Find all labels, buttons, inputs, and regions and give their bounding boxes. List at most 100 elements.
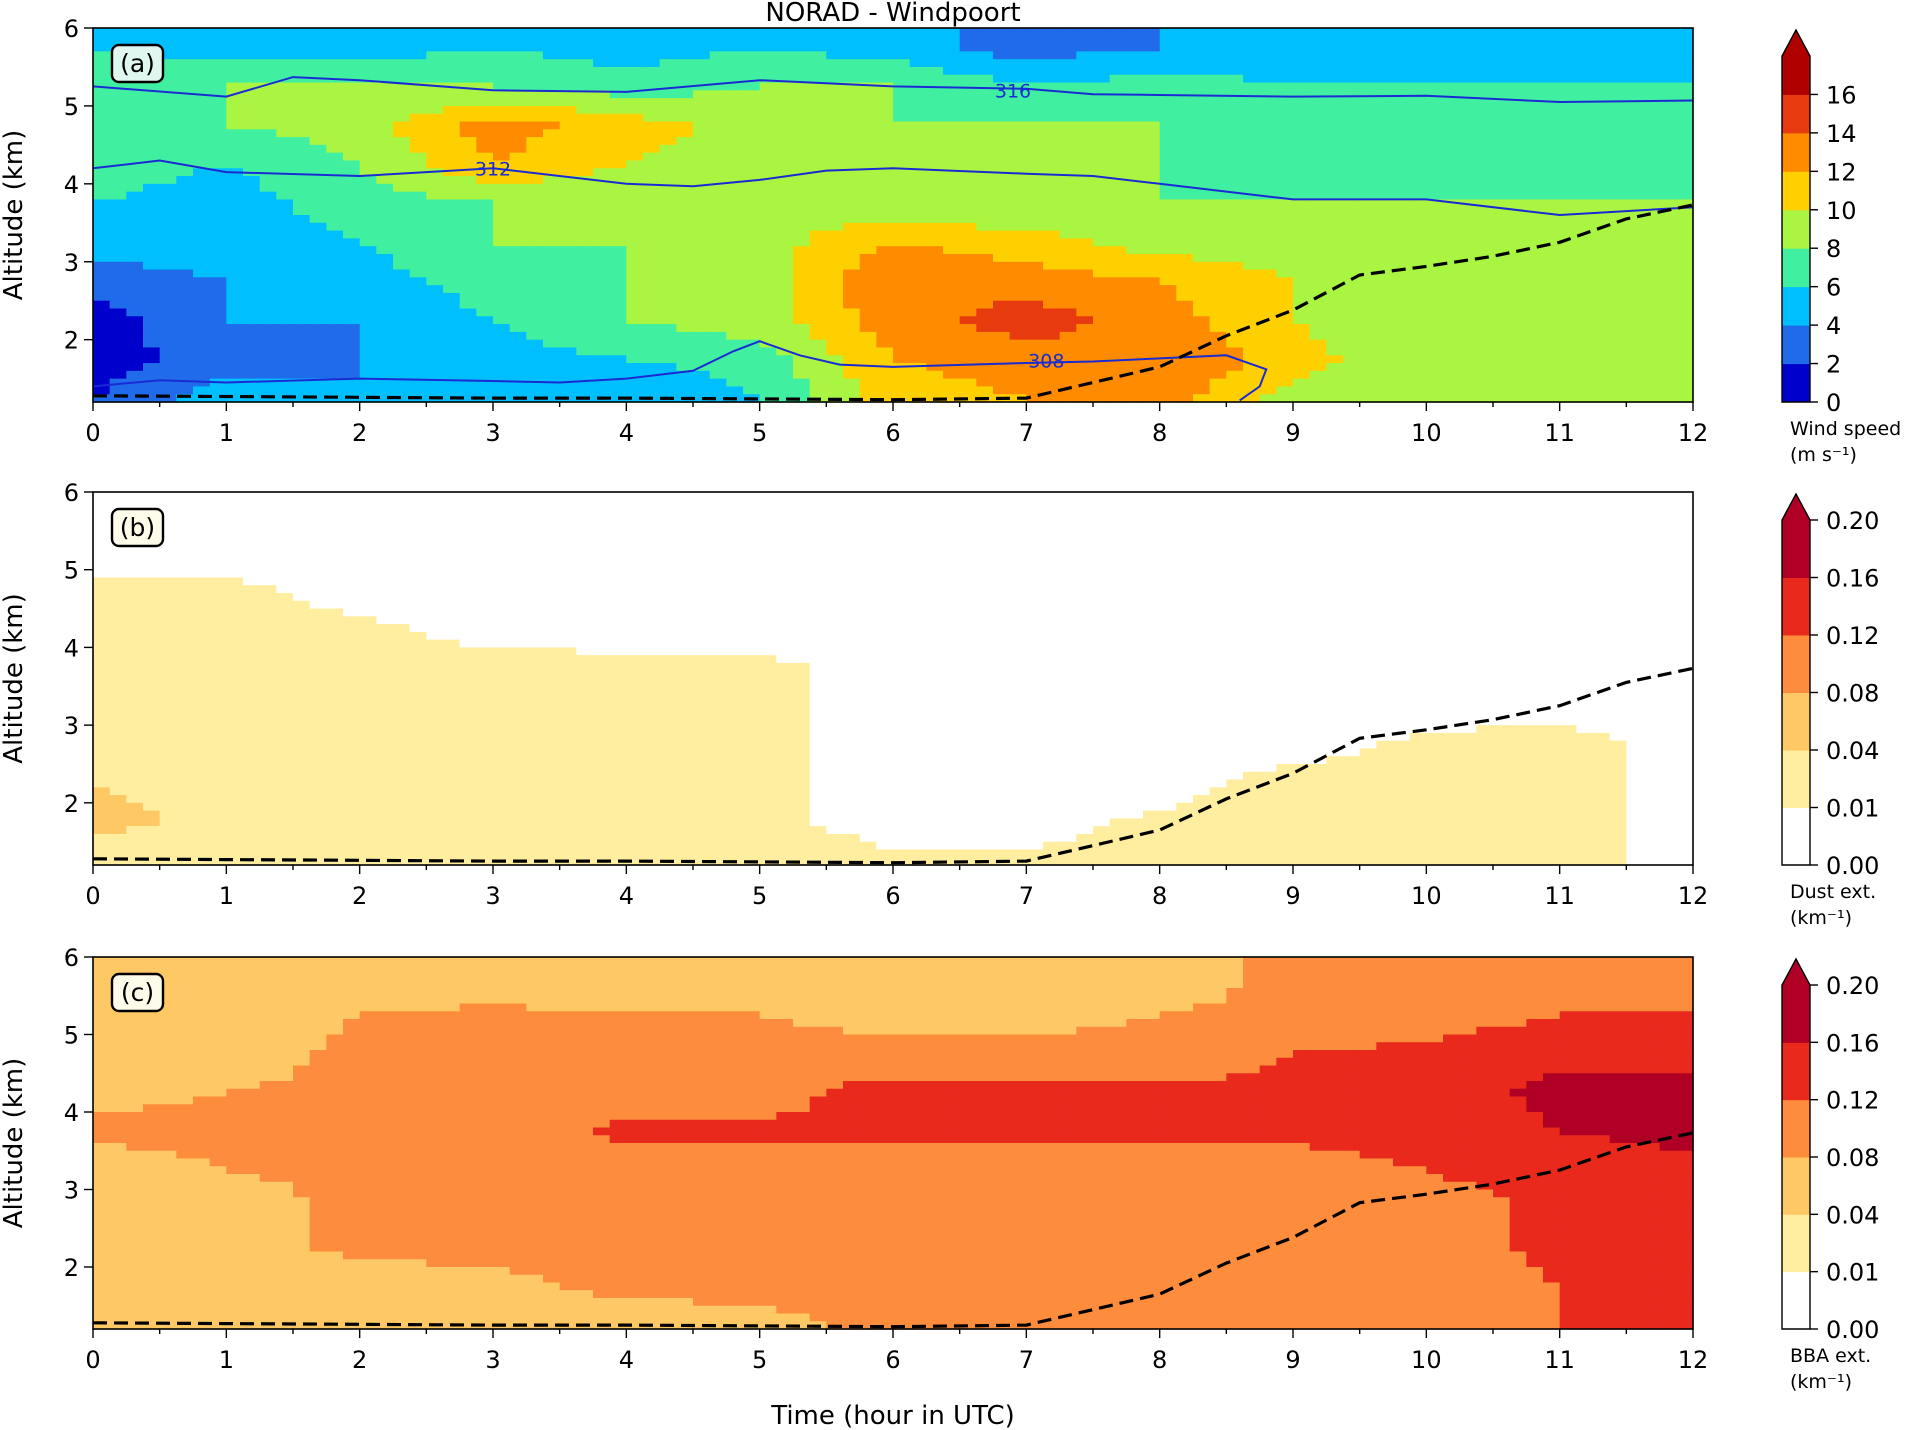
field-cell bbox=[1176, 176, 1194, 185]
field-cell bbox=[1376, 35, 1394, 45]
field-cell bbox=[526, 316, 544, 325]
field-cell bbox=[793, 35, 811, 45]
field-cell bbox=[893, 269, 911, 278]
field-cell bbox=[493, 230, 511, 239]
field-cell bbox=[593, 253, 611, 263]
field-cell bbox=[193, 261, 211, 271]
field-cell bbox=[743, 386, 761, 395]
field-cell bbox=[1193, 316, 1211, 325]
field-cell bbox=[176, 51, 194, 60]
field-cell bbox=[1159, 230, 1177, 239]
field-cell bbox=[326, 316, 344, 325]
field-cell bbox=[1643, 35, 1661, 45]
field-cell bbox=[359, 238, 377, 247]
field-cell bbox=[1376, 82, 1394, 91]
field-cell bbox=[1509, 215, 1527, 224]
field-cell bbox=[1526, 144, 1544, 154]
field-cell bbox=[743, 215, 761, 224]
field-cell bbox=[176, 370, 194, 380]
field-cell bbox=[1393, 222, 1411, 232]
field-cell bbox=[1126, 370, 1144, 380]
field-cell bbox=[1193, 308, 1211, 317]
field-cell bbox=[143, 176, 161, 185]
field-cell bbox=[726, 499, 744, 509]
field-cell bbox=[1643, 285, 1661, 294]
field-cell bbox=[393, 28, 411, 37]
field-cell bbox=[226, 370, 244, 380]
field-cell bbox=[326, 105, 344, 115]
field-cell bbox=[243, 113, 261, 123]
field-cell bbox=[726, 82, 744, 91]
field-cell bbox=[793, 253, 811, 263]
field-cell bbox=[409, 113, 427, 123]
field-cell bbox=[1243, 277, 1261, 286]
field-cell bbox=[1593, 386, 1611, 395]
field-cell bbox=[1043, 222, 1061, 232]
field-cell bbox=[1143, 160, 1161, 169]
field-cell bbox=[443, 59, 461, 68]
field-cell bbox=[576, 246, 594, 255]
field-cell bbox=[1393, 113, 1411, 123]
field-cell bbox=[909, 137, 927, 146]
field-cell bbox=[943, 199, 961, 208]
field-cell bbox=[1159, 507, 1177, 516]
field-cell bbox=[543, 160, 561, 169]
field-cell bbox=[409, 339, 427, 349]
field-cell bbox=[826, 98, 844, 107]
field-cell bbox=[1026, 183, 1044, 193]
field-cell bbox=[909, 35, 927, 45]
field-cell bbox=[426, 324, 444, 333]
field-cell bbox=[659, 105, 677, 115]
field-cell bbox=[1426, 74, 1444, 84]
colorbar-segment bbox=[1782, 56, 1810, 95]
field-cell bbox=[293, 386, 311, 395]
field-cell bbox=[1176, 499, 1194, 509]
field-cell bbox=[1243, 386, 1261, 395]
field-cell bbox=[309, 66, 327, 76]
field-cell bbox=[1626, 66, 1644, 76]
field-cell bbox=[1109, 222, 1127, 232]
field-cell bbox=[1609, 261, 1627, 271]
field-cell bbox=[1159, 113, 1177, 123]
field-cell bbox=[126, 183, 144, 193]
field-cell bbox=[743, 160, 761, 169]
field-cell bbox=[276, 28, 294, 37]
field-cell bbox=[743, 113, 761, 123]
field-cell bbox=[543, 90, 561, 99]
field-cell bbox=[1676, 331, 1694, 341]
field-cell bbox=[1226, 230, 1244, 239]
field-cell bbox=[143, 492, 161, 501]
field-cell bbox=[843, 207, 861, 216]
field-cell bbox=[643, 51, 661, 60]
field-cell bbox=[876, 137, 894, 146]
field-cell bbox=[1593, 300, 1611, 310]
field-cell bbox=[1209, 269, 1227, 278]
field-cell bbox=[309, 285, 327, 294]
field-cell bbox=[1359, 331, 1377, 341]
field-cell bbox=[1493, 238, 1511, 247]
field-cell bbox=[1009, 28, 1027, 37]
field-cell bbox=[709, 285, 727, 294]
field-cell bbox=[826, 121, 844, 130]
field-cell bbox=[1643, 66, 1661, 76]
field-cell bbox=[659, 74, 677, 84]
field-cell bbox=[976, 339, 994, 349]
field-cell bbox=[1609, 386, 1627, 395]
field-cell bbox=[1243, 331, 1261, 341]
field-cell bbox=[826, 137, 844, 146]
field-cell bbox=[226, 121, 244, 130]
field-cell bbox=[1243, 168, 1261, 177]
field-cell bbox=[976, 222, 994, 232]
field-cell bbox=[1376, 113, 1394, 123]
field-cell bbox=[593, 378, 611, 388]
field-cell bbox=[576, 129, 594, 138]
field-cell bbox=[1643, 246, 1661, 255]
field-cell bbox=[376, 324, 394, 333]
field-cell bbox=[893, 308, 911, 317]
field-cell bbox=[1543, 43, 1561, 52]
x-tick-label: 11 bbox=[1544, 419, 1575, 447]
field-cell bbox=[626, 98, 644, 107]
field-cell bbox=[326, 43, 344, 52]
field-cell bbox=[1159, 168, 1177, 177]
field-cell bbox=[1626, 253, 1644, 263]
